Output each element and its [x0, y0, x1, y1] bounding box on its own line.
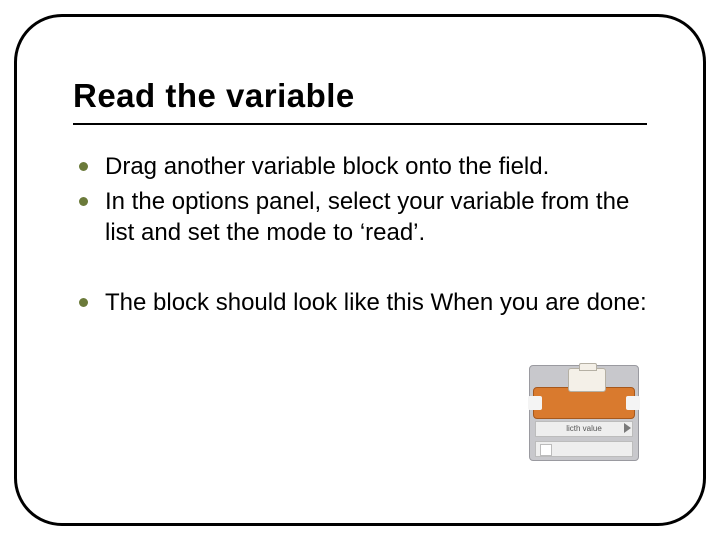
arrow-right-icon — [624, 423, 631, 433]
slide-frame: Read the variable Drag another variable … — [14, 14, 706, 526]
bullet-item: The block should look like this When you… — [73, 287, 647, 318]
title-underline — [73, 123, 647, 125]
bullet-item: Drag another variable block onto the fie… — [73, 151, 647, 182]
block-label: licth value — [535, 421, 633, 437]
variable-block-illustration: licth value — [529, 365, 639, 461]
bullets-group-2: The block should look like this When you… — [73, 287, 647, 318]
block-orange-bar — [533, 387, 635, 419]
bullet-item: In the options panel, select your variab… — [73, 186, 647, 248]
spacer — [73, 253, 647, 287]
suitcase-icon — [568, 368, 606, 392]
block-footer-row — [535, 441, 633, 457]
slide-title: Read the variable — [73, 77, 647, 115]
title-wrap: Read the variable — [73, 77, 647, 115]
bullets-group-1: Drag another variable block onto the fie… — [73, 151, 647, 249]
